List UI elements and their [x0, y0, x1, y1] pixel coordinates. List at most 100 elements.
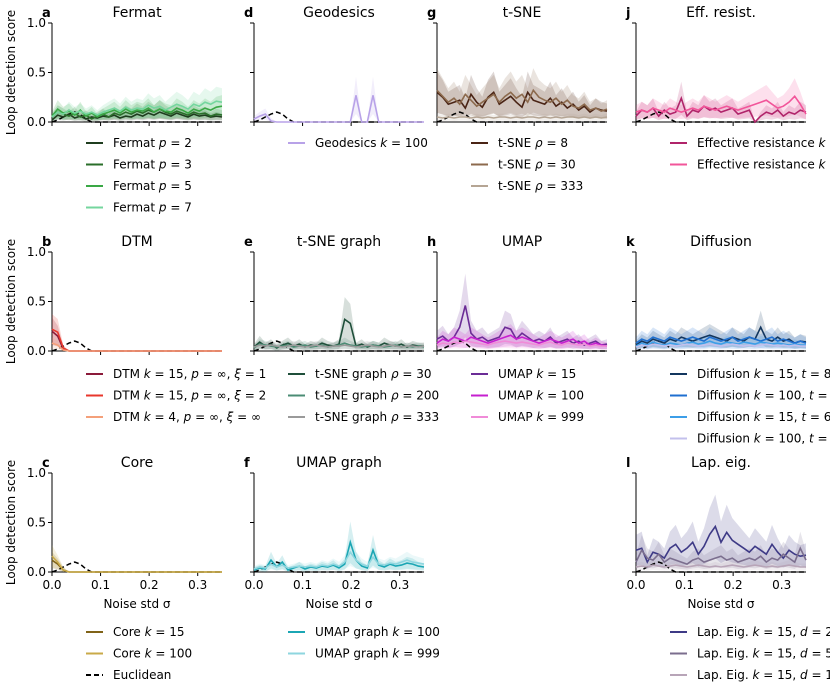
legend-item-euclidean: Euclidean	[86, 668, 171, 682]
legend-item-label-part: = 100	[399, 625, 440, 639]
legend-item: t-SNE graph ρ = 333	[288, 410, 439, 424]
legend-item-label-part: DTM	[113, 410, 144, 424]
legend-item-label-part: k	[144, 410, 152, 424]
legend-item-label-part: p	[158, 201, 167, 215]
legend-item-label: Lap. Eig. k = 15, d = 2	[697, 625, 830, 639]
legend-item-label-part: Effective resistance	[697, 158, 819, 172]
panel-d: Geodesics d Geodesics k = 100	[244, 5, 428, 150]
series-band	[636, 494, 806, 569]
series-line	[436, 90, 608, 114]
euclidean-line	[635, 561, 806, 573]
x-tick-label: 0.0	[626, 578, 645, 592]
legend-item-label: Fermat p = 2	[113, 136, 192, 150]
x-tick-label: 0.2	[342, 578, 361, 592]
panel-title: UMAP	[502, 234, 542, 250]
y-tick-label: 0.5	[27, 66, 46, 80]
legend-item-label-part: t	[801, 410, 807, 424]
panel-letter: k	[626, 235, 635, 250]
legend-item-label: Diffusion k = 15, t = 8	[697, 367, 830, 381]
panel-l: Lap. eig. l 0.0 0.1 0.2 0.3 Noise std σ Lap. Ei…	[626, 455, 830, 682]
legend-item: t-SNE graph ρ = 200	[288, 389, 439, 403]
legend-item: UMAP k = 100	[471, 389, 584, 403]
panel-letter: h	[427, 235, 436, 250]
legend-item-label-part: = 7	[167, 201, 192, 215]
y-tick-label: 0.5	[27, 295, 46, 309]
legend-item-label: DTM k = 15, p = ∞, ξ = 1	[113, 367, 266, 381]
legend-item: Fermat p = 3	[86, 158, 192, 172]
legend-item-label-part: k	[752, 625, 760, 639]
series-line	[436, 340, 607, 347]
legend-item-label: UMAP k = 100	[498, 389, 584, 403]
legend-item-label: Geodesics k = 100	[315, 136, 428, 150]
y-tick-label: 0.0	[27, 565, 46, 579]
panel-letter: a	[42, 6, 51, 21]
x-tick-label: 0.1	[293, 578, 312, 592]
legend-item-label-part: = 333	[543, 179, 584, 193]
series-band	[52, 551, 222, 572]
legend-item-label-part: UMAP	[498, 389, 536, 403]
legend-item: Diffusion k = 100, t = 64	[670, 432, 830, 446]
series-band	[636, 78, 806, 120]
legend-item-label-part: ρ	[391, 410, 399, 424]
legend-item-label-part: = 100	[543, 389, 584, 403]
legend-item-label-part: = 8	[543, 136, 568, 150]
legend-item-label-part: = ∞	[233, 410, 261, 424]
legend-item-label-part: = 5	[167, 179, 192, 193]
euclidean-line	[51, 561, 222, 573]
y-tick-label: 1.0	[27, 245, 46, 259]
legend-item: t-SNE graph ρ = 30	[288, 367, 432, 381]
series-line	[436, 305, 608, 346]
legend-item-label-part: = 15,	[151, 389, 192, 403]
x-tick-label: 0.3	[772, 578, 791, 592]
series-line	[253, 539, 425, 571]
x-tick-label: 0.2	[724, 578, 743, 592]
euclidean-line	[51, 340, 222, 352]
legend-item-label-part: Lap. Eig.	[697, 647, 752, 661]
legend-item-label: Core k = 15	[113, 625, 185, 639]
legend-item-label: t-SNE ρ = 30	[498, 158, 576, 172]
series-line	[635, 340, 806, 347]
panel-title: Core	[121, 455, 153, 471]
panel-title: UMAP graph	[296, 455, 382, 471]
x-tick-label: 0.3	[188, 578, 207, 592]
legend-item: t-SNE ρ = 30	[471, 158, 576, 172]
legend-item-label: DTM k = 4, p = ∞, ξ = ∞	[113, 410, 261, 424]
legend-item-label-part: = ∞,	[191, 410, 226, 424]
legend-item-label-part: = 8	[806, 367, 830, 381]
legend-item-label-part: = 200	[399, 389, 440, 403]
panel-letter: e	[244, 235, 253, 250]
legend-item-label-part: = 15,	[761, 410, 802, 424]
x-axis-label: Noise std σ	[687, 597, 754, 611]
legend-item-label-part: p	[190, 367, 199, 381]
series-band	[636, 560, 806, 571]
series-line	[635, 343, 806, 348]
legend-item-label-part: ρ	[535, 179, 543, 193]
series-line	[51, 330, 222, 352]
x-tick-label: 0.2	[140, 578, 159, 592]
legend-item-label-part: = 15,	[151, 367, 192, 381]
legend-item-label-part: t	[809, 389, 815, 403]
series-line	[635, 95, 807, 115]
legend-item-label-part: p	[183, 410, 192, 424]
y-axis-label: Loop detection score	[4, 239, 18, 364]
panel-letter: g	[427, 6, 436, 21]
series-band	[437, 273, 607, 350]
legend-item-label-part: ρ	[391, 367, 399, 381]
series-line	[253, 95, 424, 123]
legend-item-label: Lap. Eig. k = 15, d = 5	[697, 647, 830, 661]
panel-letter: b	[42, 235, 51, 250]
y-axis-label: Loop detection score	[4, 460, 18, 585]
legend-item-label-part: Core	[113, 647, 145, 661]
legend-item-label-part: Fermat	[113, 136, 159, 150]
legend-item: Core k = 100	[86, 647, 192, 661]
legend-item-label-part: Diffusion	[697, 367, 754, 381]
legend-item-label-part: k	[754, 389, 762, 403]
legend-item-label-part: k	[754, 432, 762, 446]
legend-item-label-part: = 100	[152, 647, 193, 661]
legend-item-label-part: = 2	[808, 625, 830, 639]
legend-item-label-part: ξ	[233, 367, 241, 381]
x-tick-label: 0.1	[91, 578, 110, 592]
legend-item: Effective resistance k = 15	[670, 136, 830, 150]
